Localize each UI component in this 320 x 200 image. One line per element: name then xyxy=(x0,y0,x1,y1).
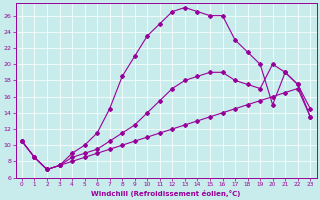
X-axis label: Windchill (Refroidissement éolien,°C): Windchill (Refroidissement éolien,°C) xyxy=(92,190,241,197)
